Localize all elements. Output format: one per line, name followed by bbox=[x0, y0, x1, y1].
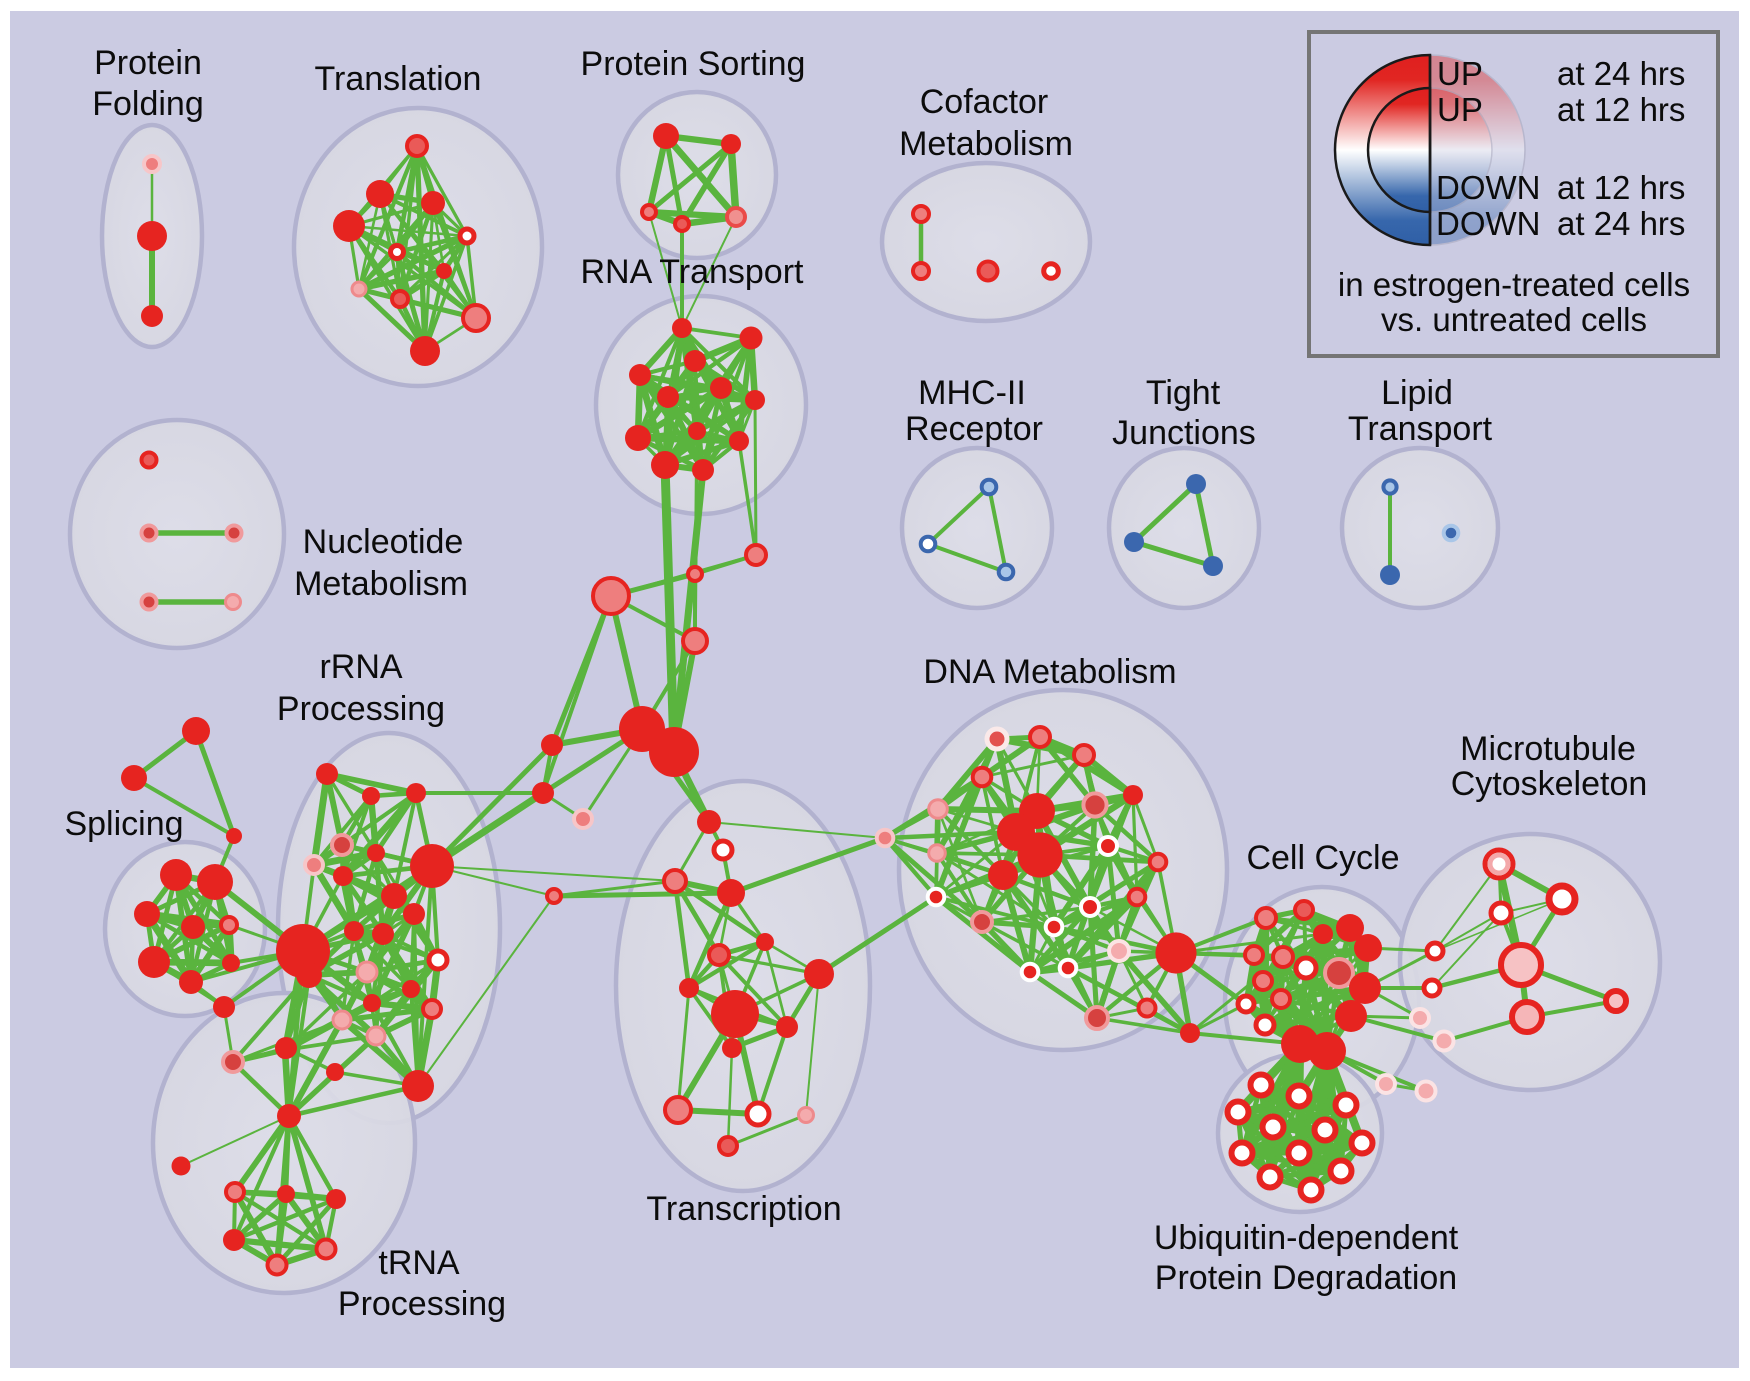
svg-text:Splicing: Splicing bbox=[64, 805, 183, 843]
svg-text:Metabolism: Metabolism bbox=[899, 125, 1073, 163]
svg-text:Processing: Processing bbox=[338, 1285, 506, 1323]
svg-text:UP: UP bbox=[1437, 55, 1483, 92]
svg-text:Receptor: Receptor bbox=[905, 410, 1043, 448]
svg-text:Cytoskeleton: Cytoskeleton bbox=[1451, 765, 1648, 803]
svg-text:MHC-II: MHC-II bbox=[918, 374, 1026, 412]
svg-text:Lipid: Lipid bbox=[1381, 374, 1453, 412]
svg-text:Protein: Protein bbox=[94, 44, 202, 82]
svg-text:at 24 hrs: at 24 hrs bbox=[1557, 205, 1685, 242]
svg-text:Ubiquitin-dependent: Ubiquitin-dependent bbox=[1154, 1219, 1459, 1257]
svg-text:vs. untreated cells: vs. untreated cells bbox=[1381, 301, 1647, 338]
svg-text:rRNA: rRNA bbox=[319, 648, 402, 686]
svg-text:Metabolism: Metabolism bbox=[294, 565, 468, 603]
svg-text:Transport: Transport bbox=[1348, 410, 1493, 448]
svg-text:at 24 hrs: at 24 hrs bbox=[1557, 55, 1685, 92]
svg-text:Protein Degradation: Protein Degradation bbox=[1155, 1259, 1457, 1297]
svg-text:at 12 hrs: at 12 hrs bbox=[1557, 91, 1685, 128]
svg-text:tRNA: tRNA bbox=[378, 1244, 460, 1282]
svg-text:at 12 hrs: at 12 hrs bbox=[1557, 169, 1685, 206]
svg-text:Tight: Tight bbox=[1146, 374, 1221, 412]
svg-text:Folding: Folding bbox=[92, 85, 204, 123]
svg-text:Transcription: Transcription bbox=[646, 1190, 841, 1228]
svg-text:Microtubule: Microtubule bbox=[1460, 730, 1636, 768]
svg-text:Protein Sorting: Protein Sorting bbox=[581, 45, 806, 83]
svg-text:Translation: Translation bbox=[315, 60, 482, 98]
svg-text:in estrogen-treated cells: in estrogen-treated cells bbox=[1338, 266, 1690, 303]
svg-text:Cell Cycle: Cell Cycle bbox=[1246, 839, 1399, 877]
svg-text:DOWN: DOWN bbox=[1436, 169, 1540, 206]
svg-text:UP: UP bbox=[1437, 91, 1483, 128]
svg-text:Nucleotide: Nucleotide bbox=[303, 523, 464, 561]
svg-text:DNA Metabolism: DNA Metabolism bbox=[923, 653, 1176, 691]
svg-text:DOWN: DOWN bbox=[1436, 205, 1540, 242]
svg-text:Cofactor: Cofactor bbox=[920, 83, 1049, 121]
svg-text:RNA Transport: RNA Transport bbox=[581, 253, 805, 291]
svg-text:Processing: Processing bbox=[277, 690, 445, 728]
svg-text:Junctions: Junctions bbox=[1112, 414, 1256, 452]
